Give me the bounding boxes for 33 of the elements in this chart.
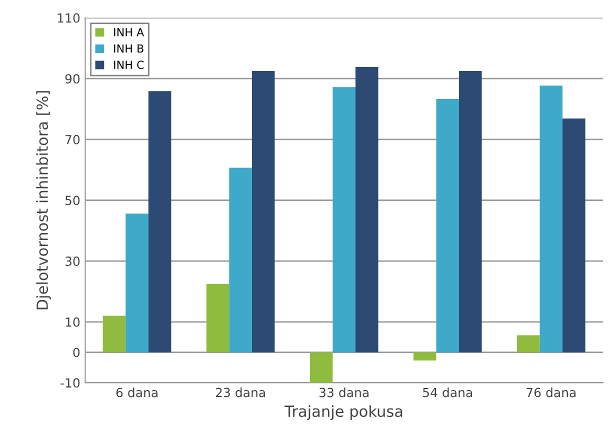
x-axis-title: Trajanje pokusa: [284, 405, 402, 420]
bar: [206, 284, 230, 352]
legend-label: INH A: [114, 28, 144, 36]
bar: [459, 71, 482, 352]
bar: [126, 214, 148, 352]
y-tick-label: 10: [66, 317, 80, 327]
bar: [540, 86, 563, 352]
y-tick-label: 110: [58, 13, 80, 23]
legend-label: INH C: [114, 60, 144, 70]
bar: [332, 87, 356, 352]
bar: [562, 118, 586, 352]
y-tick-label: 30: [65, 256, 80, 266]
bar: [102, 316, 126, 352]
bar: [148, 91, 172, 352]
y-tick-label: 50: [65, 196, 80, 206]
x-tick-label: 76 dana: [526, 388, 576, 398]
y-axis-title: Djelotvornost inhinbitora [%]: [36, 91, 51, 310]
bar: [413, 352, 436, 360]
bar: [436, 98, 460, 352]
x-tick-label: 6 dana: [116, 388, 158, 398]
bar: [252, 71, 275, 352]
x-tick-label: 54 dana: [423, 388, 472, 398]
bar: [229, 168, 252, 352]
y-tick-label: -10: [60, 378, 80, 388]
bar: [355, 67, 378, 352]
x-tick-label: 23 dana: [216, 388, 265, 398]
y-tick-label: 70: [66, 134, 80, 144]
x-tick-label: 33 dana: [320, 388, 368, 398]
bar: [516, 335, 540, 352]
bar: [310, 352, 333, 383]
y-tick-label: 90: [65, 74, 80, 84]
legend-label: INH B: [114, 44, 144, 53]
y-tick-label: 0: [73, 348, 80, 358]
